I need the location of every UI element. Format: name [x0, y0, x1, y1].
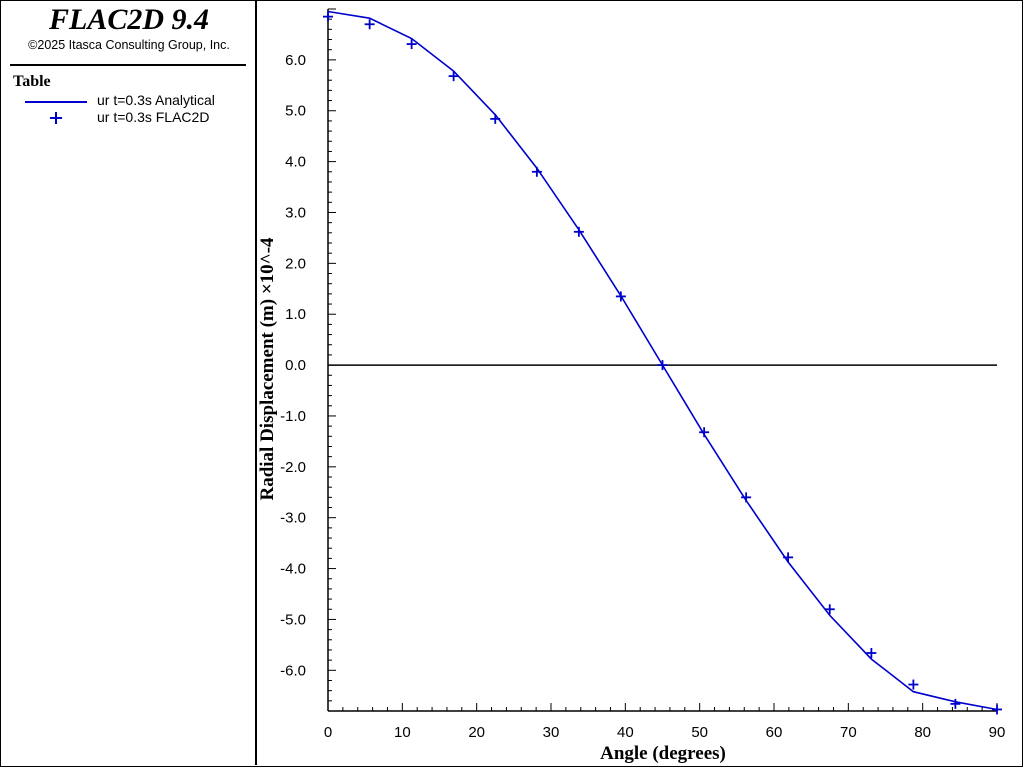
y-tick-label: 4.0 [285, 154, 306, 171]
flac2d-data-point [950, 698, 961, 709]
app-title: FLAC2D 9.4 [48, 3, 210, 36]
y-axis-title: Radial Displacement (m) ×10^-4 [257, 237, 278, 501]
x-tick-label: 80 [914, 724, 931, 741]
x-tick-label: 90 [989, 724, 1006, 741]
chart: 6.0 5.0 4.0 3.0 2.0 1.0 0.0 -1.0 -2.0 -3.0 -4.0 -5.… [257, 8, 1006, 764]
flac2d-data-point [615, 291, 626, 302]
legend-line-swatch [25, 101, 87, 103]
y-tick-label: 3.0 [285, 204, 306, 221]
legend-heading: Table [13, 73, 51, 90]
y-tick-label: 6.0 [285, 52, 306, 69]
flac2d-data-point [824, 604, 835, 615]
y-tick-label: -5.0 [280, 611, 306, 628]
copyright-notice: ©2025 Itasca Consulting Group, Inc. [28, 38, 230, 52]
x-tick-label: 60 [766, 724, 783, 741]
title-divider [10, 64, 246, 66]
flac2d-data-point [573, 226, 584, 237]
y-tick-label: -6.0 [280, 662, 306, 679]
legend-label-flac2d: ur t=0.3s FLAC2D [97, 109, 210, 125]
flac2d-data-point [531, 166, 542, 177]
x-tick-label: 30 [543, 724, 560, 741]
legend-label-analytical: ur t=0.3s Analytical [97, 92, 215, 108]
y-tick-label: 0.0 [285, 357, 306, 374]
flac2d-data-point [992, 704, 1002, 715]
x-tick-label: 0 [324, 724, 332, 741]
y-tick-label: 2.0 [285, 255, 306, 272]
x-tick-label: 40 [617, 724, 634, 741]
legend-panel: FLAC2D 9.4 ©2025 Itasca Consulting Group… [1, 1, 255, 765]
flac2d-data-point [490, 113, 501, 124]
panel-divider [255, 1, 257, 765]
flac2d-data-point [699, 427, 710, 438]
flac2d-data-point [866, 648, 877, 659]
x-tick-label: 50 [691, 724, 708, 741]
x-axis-title: Angle (degrees) [600, 743, 726, 764]
legend-plus-swatch [50, 112, 62, 124]
x-tick-label: 10 [394, 724, 411, 741]
flac2d-data-point [323, 11, 333, 22]
flac2d-data-point [741, 492, 752, 503]
flac2d-data-point [783, 552, 794, 563]
y-tick-label: -4.0 [280, 561, 306, 578]
y-tick-label: -1.0 [280, 408, 306, 425]
flac2d-data-point [657, 360, 668, 371]
flac2d-data-point [406, 39, 417, 50]
y-tick-label: 5.0 [285, 103, 306, 120]
y-tick-label: -3.0 [280, 510, 306, 527]
y-tick-label: 1.0 [285, 306, 306, 323]
y-tick-label: -2.0 [280, 459, 306, 476]
flac2d-data-point [364, 19, 375, 30]
x-tick-label: 70 [840, 724, 857, 741]
flac2d-data-point [448, 71, 459, 82]
flac2d-data-point [908, 679, 919, 690]
x-tick-label: 20 [468, 724, 485, 741]
